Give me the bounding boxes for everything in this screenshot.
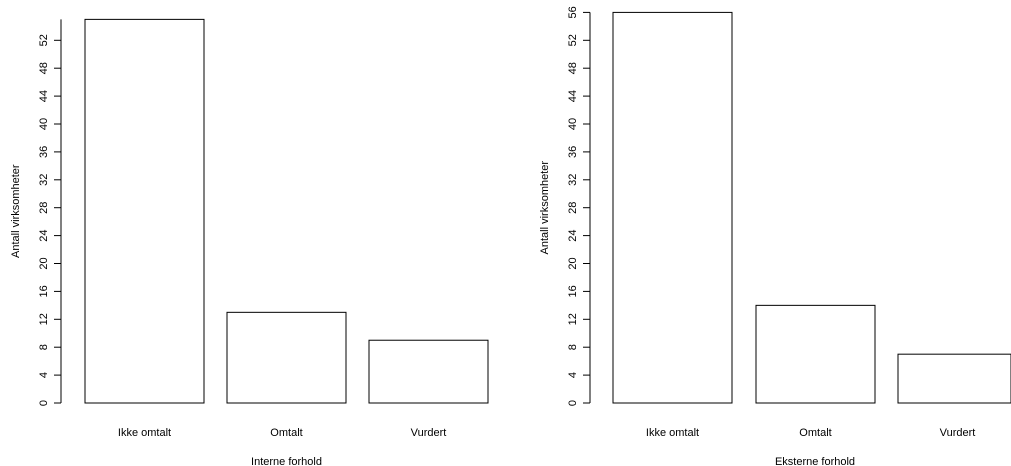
x-axis-category-labels: Ikke omtalt Omtalt Vurdert <box>118 427 446 439</box>
y-tick-label: 8 <box>567 344 579 350</box>
y-tick-label: 36 <box>567 146 579 158</box>
y-tick-label: 32 <box>38 174 50 186</box>
y-tick-label: 12 <box>38 313 50 325</box>
x-axis-title: Interne forhold <box>251 456 322 466</box>
y-tick-label: 28 <box>567 202 579 214</box>
x-category-label: Omtalt <box>270 427 302 439</box>
y-tick-label: 4 <box>567 372 579 378</box>
y-tick-label: 32 <box>567 174 579 186</box>
y-tick-label: 8 <box>38 344 50 350</box>
y-axis-title: Antall virksomheter <box>10 164 22 258</box>
x-category-label: Omtalt <box>799 427 831 439</box>
y-axis-title: Antall virksomheter <box>539 161 551 255</box>
x-category-label: Ikke omtalt <box>118 427 171 439</box>
y-tick-label: 44 <box>38 90 50 102</box>
y-tick-label: 12 <box>567 313 579 325</box>
bar <box>897 353 1011 404</box>
y-tick-label: 16 <box>38 285 50 297</box>
bars <box>612 11 1011 404</box>
y-tick-label: 52 <box>38 34 50 46</box>
bar <box>84 18 205 404</box>
x-category-label: Ikke omtalt <box>646 427 699 439</box>
x-axis-category-labels: Ikke omtalt Omtalt Vurdert <box>646 427 975 439</box>
bar <box>612 11 733 404</box>
y-tick-label: 48 <box>38 62 50 74</box>
x-axis-title: Eksterne forhold <box>775 456 855 466</box>
y-tick-label: 20 <box>567 257 579 269</box>
y-tick-label: 48 <box>567 62 579 74</box>
y-tick-label: 40 <box>38 118 50 130</box>
y-tick-label: 24 <box>38 229 50 241</box>
x-category-label: Vurdert <box>940 427 976 439</box>
y-tick-label: 20 <box>38 257 50 269</box>
y-tick-label: 40 <box>567 118 579 130</box>
bar <box>226 311 347 404</box>
bars <box>84 18 489 404</box>
y-tick-label: 16 <box>567 285 579 297</box>
y-tick-label: 56 <box>567 6 579 18</box>
y-tick-label: 52 <box>567 34 579 46</box>
y-tick-label: 0 <box>38 400 50 406</box>
y-tick-label: 28 <box>38 202 50 214</box>
x-category-label: Vurdert <box>411 427 447 439</box>
y-tick-label: 0 <box>567 400 579 406</box>
y-tick-label: 4 <box>38 372 50 378</box>
y-tick-label: 24 <box>567 229 579 241</box>
y-tick-label: 36 <box>38 146 50 158</box>
bar <box>755 304 876 404</box>
y-tick-label: 44 <box>567 90 579 102</box>
bar <box>368 339 489 404</box>
